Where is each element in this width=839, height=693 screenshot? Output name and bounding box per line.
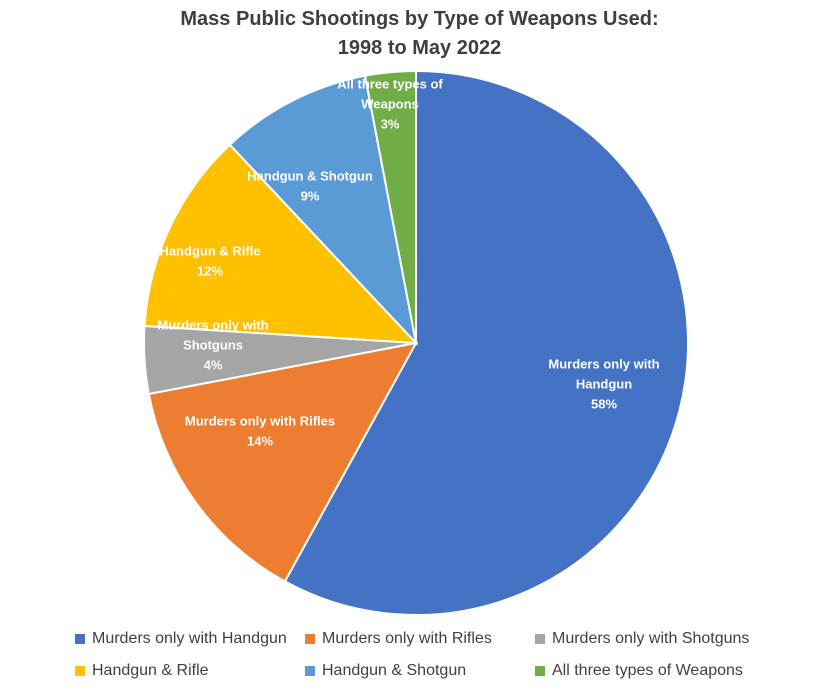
pie-slice-3: [143, 143, 419, 345]
legend-item-4: Handgun & Shotgun: [305, 662, 466, 680]
legend-item-1: Murders only with Rifles: [305, 630, 492, 648]
chart-title: Mass Public Shootings by Type of Weapons…: [180, 8, 659, 30]
slice-value-label-5: 3%: [381, 116, 400, 131]
legend-item-5: All three types of Weapons: [535, 662, 743, 680]
slice-value-label-2: 4%: [204, 357, 223, 372]
legend-swatch-4: [305, 666, 315, 676]
pie-slice-1: [147, 341, 418, 583]
slice-name-label-2: Murders only with: [157, 317, 268, 332]
legend-swatch-5: [535, 666, 545, 676]
slice-name-label-5: Weapons: [361, 96, 419, 111]
legend-swatch-3: [75, 666, 85, 676]
slice-name-label-4: Handgun & Shotgun: [247, 168, 373, 183]
legend-label-4: Handgun & Shotgun: [322, 662, 467, 679]
pie-slice-5: [363, 69, 417, 344]
slice-name-label-5: All three types of: [337, 76, 443, 91]
legend-label-2: Murders only with Shotguns: [552, 630, 750, 647]
slice-name-label-1: Murders only with Rifles: [185, 413, 335, 428]
slice-name-label-0: Murders only with: [548, 356, 659, 371]
pie-slice-4: [228, 74, 418, 347]
slice-name-label-2: Shotguns: [183, 337, 243, 352]
slice-name-label-0: Handgun: [576, 376, 632, 391]
slice-value-label-1: 14%: [247, 433, 273, 448]
legend-label-3: Handgun & Rifle: [92, 662, 209, 679]
legend-item-3: Handgun & Rifle: [75, 662, 209, 680]
legend-label-5: All three types of Weapons: [552, 662, 743, 679]
legend-item-0: Murders only with Handgun: [75, 630, 287, 648]
slice-value-label-4: 9%: [301, 188, 320, 203]
legend-swatch-0: [75, 634, 85, 644]
slice-name-label-3: Handgun & Rifle: [159, 243, 260, 258]
pie-slice-0: [283, 69, 689, 616]
slice-value-label-3: 12%: [197, 263, 223, 278]
slice-value-label-0: 58%: [591, 396, 617, 411]
chart-subtitle: 1998 to May 2022: [337, 37, 502, 59]
legend-swatch-1: [305, 634, 315, 644]
legend-label-0: Murders only with Handgun: [92, 630, 287, 647]
legend-label-1: Murders only with Rifles: [322, 630, 492, 647]
legend-item-2: Murders only with Shotguns: [535, 630, 749, 648]
legend-swatch-2: [535, 634, 545, 644]
